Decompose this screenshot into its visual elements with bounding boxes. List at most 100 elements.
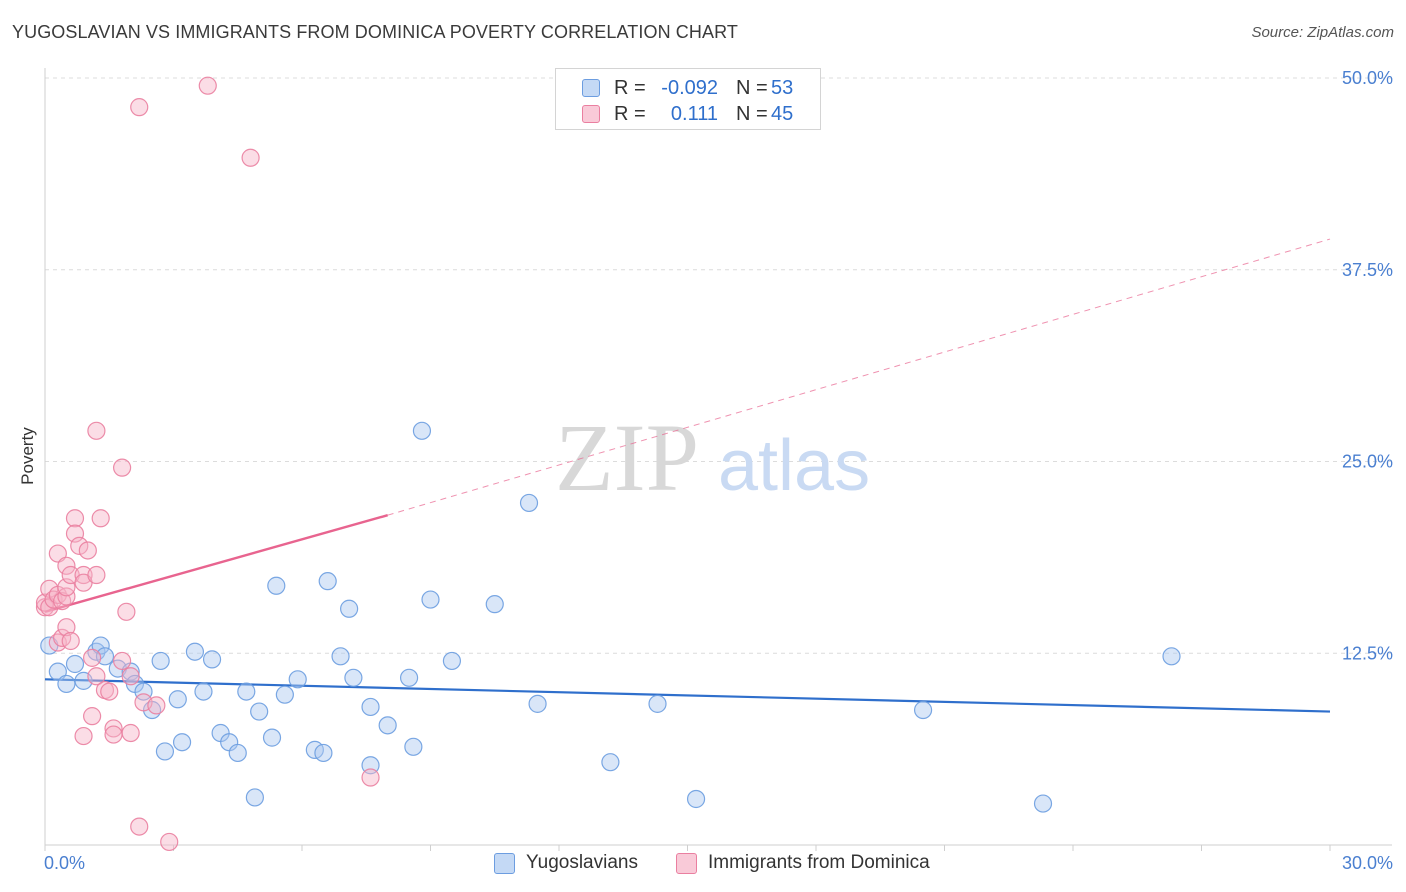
yugoslavian-point (314, 743, 333, 763)
yugoslavian-point (361, 697, 380, 717)
series-legend: Yugoslavians Immigrants from Dominica (0, 852, 1406, 878)
yugoslavian-point (228, 743, 247, 763)
dominica-point (74, 565, 93, 585)
legend-swatch-blue (494, 853, 515, 874)
legend-label-yugoslavians: Yugoslavians (526, 852, 638, 873)
y-tick-label: 37.5% (1342, 260, 1393, 280)
legend-swatch-pink (676, 853, 697, 874)
yugoslavian-trend-line (44, 678, 1331, 713)
correlation-legend: R = -0.092 N = 53 R = 0.111 N = 45 (555, 68, 821, 130)
yugoslavian-point (245, 788, 264, 807)
legend-n-value: 53 (771, 77, 794, 99)
dominica-point (104, 725, 123, 744)
yugoslavian-point (442, 651, 462, 671)
yugoslavian-point (91, 636, 110, 655)
dominica-point (83, 707, 102, 726)
yugoslavian-point (267, 576, 286, 595)
yugoslavian-point (172, 733, 192, 752)
dominica-point (160, 832, 179, 852)
dominica-trend-extension (387, 238, 1331, 516)
dominica-point (241, 148, 260, 167)
yugoslavian-point (399, 668, 419, 687)
yugoslavian-point (648, 694, 667, 713)
dominica-point (70, 536, 89, 555)
y-tick-label: 50.0% (1342, 68, 1393, 88)
yugoslavian-point (134, 682, 153, 701)
legend-swatch-pink (582, 105, 600, 123)
y-tick-label: 25.0% (1342, 452, 1393, 472)
yugoslavian-point (331, 647, 350, 666)
x-tick-label-min: 0.0% (44, 853, 85, 873)
yugoslavian-point (65, 654, 85, 674)
dominica-point (112, 651, 132, 671)
dominica-point (57, 556, 76, 575)
dominica-point (57, 618, 76, 637)
dominica-point (83, 648, 102, 667)
dominica-point (198, 76, 217, 95)
yugoslavian-point (421, 590, 440, 609)
legend-n-label: N = (736, 77, 768, 99)
watermark-zip: ZIP (555, 404, 699, 511)
yugoslavian-point (601, 753, 620, 772)
chart-title: YUGOSLAVIAN VS IMMIGRANTS FROM DOMINICA … (12, 22, 738, 42)
dominica-point (91, 509, 110, 528)
dominica-point (361, 768, 380, 787)
yugoslavian-point (168, 690, 187, 709)
yugoslavian-point (1162, 647, 1181, 666)
tick-labels: 12.5% 25.0% 37.5% 50.0% 0.0% 30.0% Poverty (18, 68, 1393, 873)
yugoslavian-point (1033, 794, 1053, 813)
yugoslavian-point (344, 668, 363, 687)
yugoslavian-point (528, 694, 547, 713)
yugoslavian-point (185, 642, 205, 661)
source-label: Source: ZipAtlas.com (1251, 24, 1394, 41)
dominica-point (121, 723, 140, 743)
data-points (35, 76, 1181, 852)
y-tick-label: 12.5% (1342, 643, 1393, 663)
yugoslavian-point (57, 674, 76, 694)
dominica-point (104, 719, 123, 738)
watermark-atlas: atlas (718, 426, 870, 506)
dominica-point (121, 667, 140, 686)
dominica-point (57, 587, 76, 606)
dominica-point (130, 817, 149, 836)
dominica-point (147, 696, 166, 715)
dominica-point (117, 602, 136, 621)
legend-n-value: 45 (771, 103, 794, 125)
yugoslavian-point (48, 662, 67, 681)
yugoslavian-point (250, 702, 269, 721)
yugoslavian-point (485, 595, 504, 614)
legend-n-label: N = (736, 103, 768, 125)
legend-row-dominica: R = 0.111 N = 45 (556, 102, 820, 128)
dominica-point (100, 682, 119, 701)
legend-r-label: R = (614, 77, 646, 99)
dominica-point (65, 509, 85, 528)
yugoslavian-point (155, 742, 175, 761)
yugoslavian-point (151, 651, 170, 671)
legend-r-value: -0.092 (661, 77, 718, 99)
dominica-point (112, 458, 132, 477)
dominica-point (61, 631, 80, 651)
yugoslavian-point (913, 700, 933, 720)
yugoslavian-point (378, 716, 397, 735)
dominica-point (130, 98, 149, 117)
trend-lines (44, 238, 1331, 713)
axes (44, 68, 1392, 851)
yugoslavian-point (262, 728, 282, 747)
yugoslavian-point (318, 572, 337, 591)
yugoslavian-point (202, 650, 222, 669)
yugoslavian-point (275, 685, 294, 704)
dominica-trend-line (44, 514, 388, 613)
y-axis-title: Poverty (18, 427, 37, 485)
yugoslavian-point (519, 493, 539, 513)
yugoslavian-point (194, 682, 213, 701)
dominica-point (78, 541, 97, 560)
yugoslavian-point (404, 737, 423, 756)
watermark: ZIP atlas (555, 404, 870, 511)
dominica-point (48, 544, 67, 563)
yugoslavian-point (686, 789, 706, 809)
legend-label-dominica: Immigrants from Dominica (708, 852, 930, 873)
yugoslavian-point (412, 421, 432, 440)
dominica-point (87, 421, 106, 440)
legend-swatch-blue (582, 79, 600, 97)
